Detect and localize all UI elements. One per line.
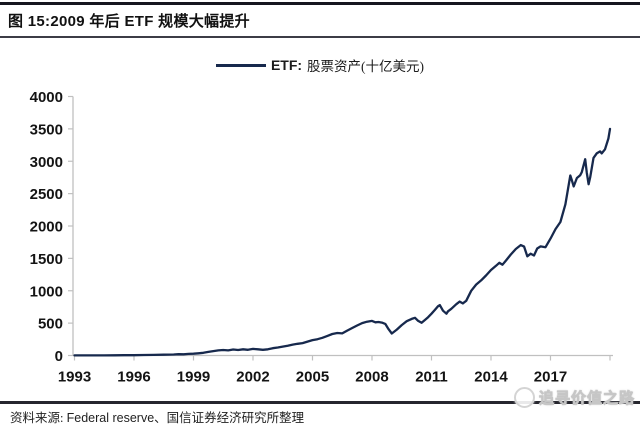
title-divider-rule [0,36,640,38]
svg-text:4000: 4000 [30,89,63,106]
figure-title: 图 15:2009 年后 ETF 规模大幅提升 [8,13,250,30]
svg-text:3500: 3500 [30,121,63,138]
series-etf-equity-assets [73,127,612,357]
bottom-border-rule [0,401,640,404]
watermark-text: 追寻价值之路 [538,390,635,407]
source-label: 资料来源: [10,411,64,425]
watermark-logo-icon [513,386,535,408]
axes: 0 500 1000 1500 2000 2500 3000 3500 4000 1993 1996… [30,89,613,386]
svg-text:1000: 1000 [30,283,63,300]
legend-series-prefix: ETF: [270,57,303,73]
svg-text:2017: 2017 [534,369,567,386]
svg-text:2500: 2500 [30,186,63,203]
source-text: Federal reserve、国信证券经济研究所整理 [66,411,305,425]
source-note: 资料来源: Federal reserve、国信证券经济研究所整理 [10,407,304,426]
svg-text:1999: 1999 [177,369,210,386]
svg-text:1500: 1500 [30,251,63,268]
svg-text:2002: 2002 [236,369,269,386]
svg-text:500: 500 [38,316,63,333]
svg-text:0: 0 [55,348,63,365]
svg-text:2014: 2014 [474,369,508,386]
svg-text:2011: 2011 [415,369,448,386]
chart-legend: ETF: 股票资产(十亿美元) [0,54,640,76]
watermark: 追寻价值之路 [513,385,635,409]
svg-text:2008: 2008 [355,369,388,386]
svg-text:2005: 2005 [296,369,329,386]
legend-line-swatch [215,63,266,67]
svg-text:1993: 1993 [58,369,91,386]
svg-text:1996: 1996 [117,369,150,386]
legend-series-label: 股票资产(十亿美元) [307,59,425,74]
svg-text:2000: 2000 [30,219,63,236]
top-border-rule [0,2,640,5]
svg-text:3000: 3000 [30,154,63,171]
